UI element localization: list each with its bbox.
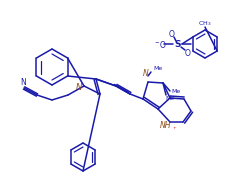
Text: $^-$O: $^-$O xyxy=(153,38,167,50)
Text: NH: NH xyxy=(160,120,172,129)
Text: N: N xyxy=(20,78,26,86)
Text: Me: Me xyxy=(171,88,180,93)
Text: CH$_3$: CH$_3$ xyxy=(198,20,212,28)
Text: $^+$: $^+$ xyxy=(172,127,178,132)
Text: O: O xyxy=(169,30,175,38)
Text: O: O xyxy=(185,49,191,57)
Text: Me: Me xyxy=(165,96,174,100)
Text: Me: Me xyxy=(153,66,162,71)
Text: N: N xyxy=(76,83,82,91)
Text: S: S xyxy=(175,40,181,49)
Text: N: N xyxy=(143,69,149,78)
